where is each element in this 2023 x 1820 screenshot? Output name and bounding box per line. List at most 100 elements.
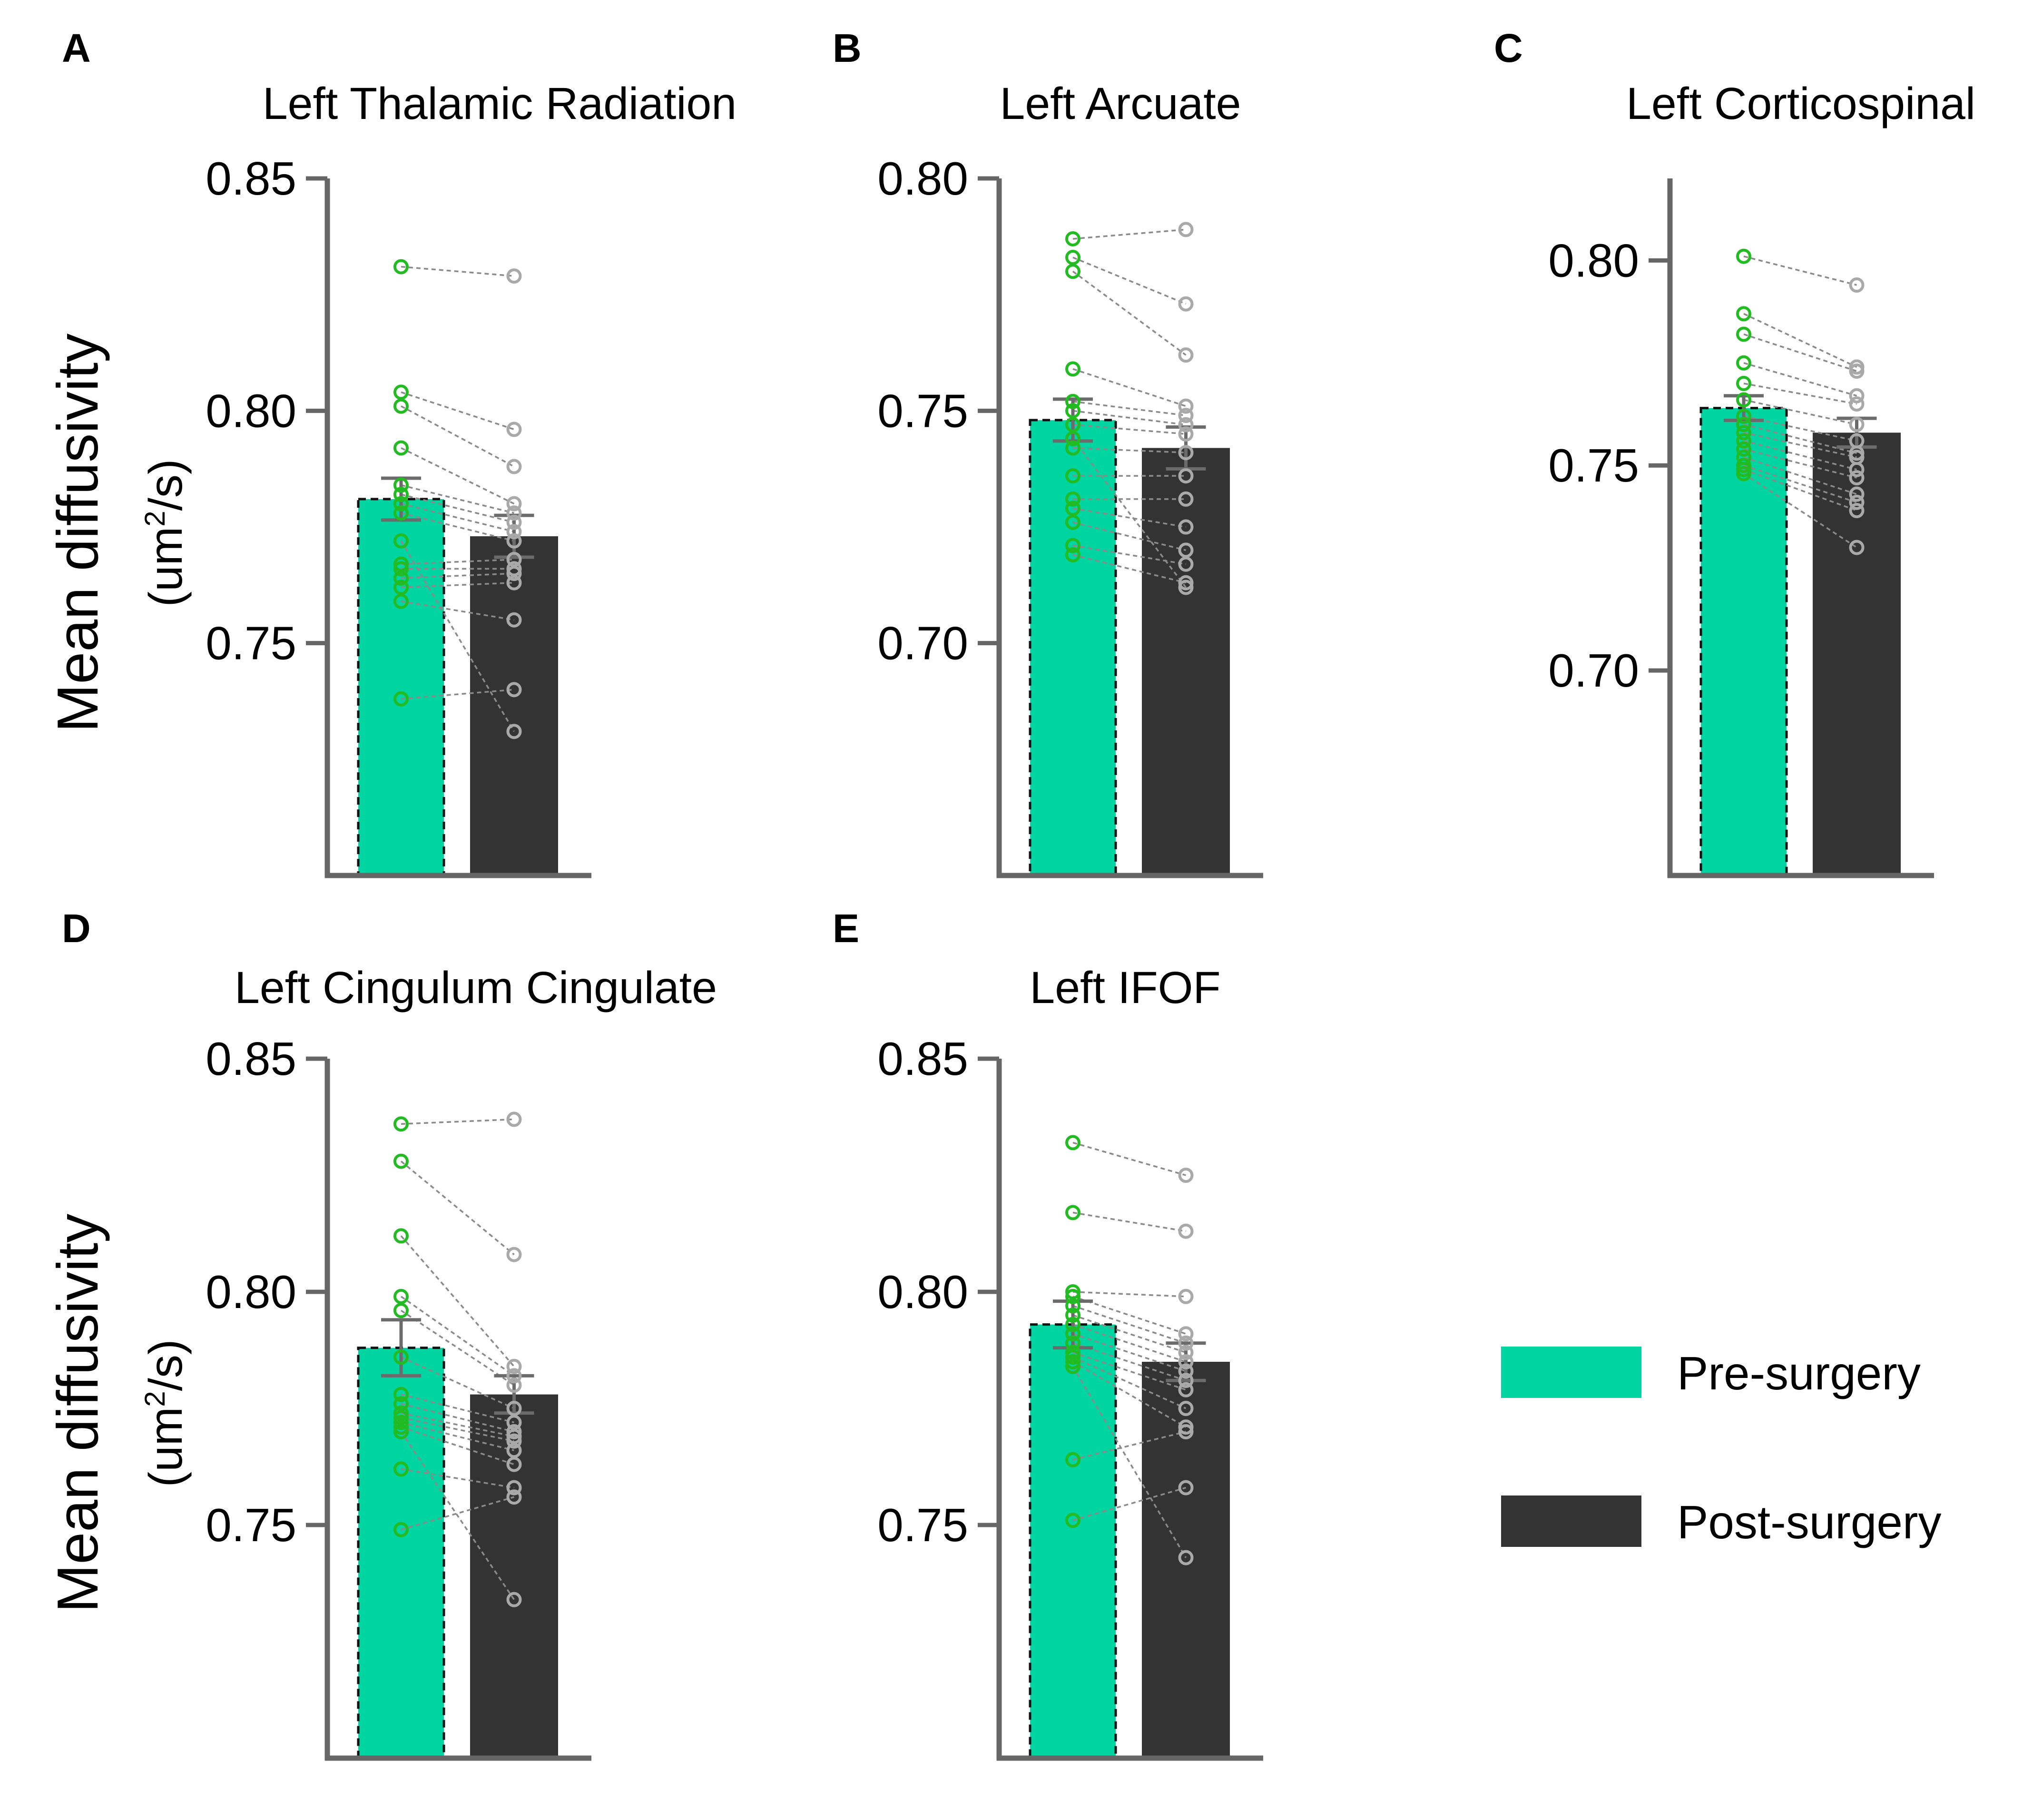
y-tick-label: 0.75	[206, 617, 296, 669]
point-pre-surgery	[393, 1349, 409, 1365]
point-pre-surgery	[1736, 375, 1751, 391]
pair-line	[1072, 1314, 1187, 1354]
point-post-surgery	[1178, 580, 1194, 595]
legend: Pre-surgery Post-surgery	[1501, 1347, 1942, 1548]
pair-line	[1072, 423, 1186, 435]
point-pre-surgery	[393, 580, 409, 595]
point-pre-surgery	[1065, 1345, 1080, 1360]
pair-line	[401, 405, 515, 468]
point-pre-surgery	[1065, 1205, 1080, 1220]
pair-line	[1072, 228, 1186, 240]
y-tick-label: 0.85	[877, 1033, 968, 1085]
pair-line	[1072, 1323, 1187, 1363]
point-pre-surgery	[393, 1387, 409, 1402]
point-pre-surgery	[1736, 326, 1751, 342]
pair-line	[1743, 423, 1857, 454]
point-pre-surgery	[393, 487, 409, 502]
y-axis-unit-top: (um2/s)	[139, 459, 192, 607]
pair-line	[1743, 362, 1857, 397]
point-pre-surgery	[1065, 264, 1080, 279]
point-post-surgery	[1178, 1480, 1194, 1495]
panel-letter: A	[62, 26, 91, 70]
y-tick-label: 0.70	[1548, 644, 1639, 697]
point-pre-surgery	[393, 1396, 409, 1412]
bar-post-surgery	[1142, 448, 1230, 876]
point-pre-surgery	[1065, 501, 1080, 516]
point-post-surgery	[1178, 1223, 1194, 1239]
point-pre-surgery	[1736, 417, 1751, 433]
point-pre-surgery	[1736, 441, 1751, 457]
point-pre-surgery	[1065, 361, 1080, 377]
pair-line	[401, 600, 514, 621]
point-post-surgery	[1178, 1345, 1194, 1360]
pair-line	[1743, 469, 1857, 512]
panel-title: Left Cingulum Cingulate	[235, 963, 717, 1013]
point-post-surgery	[1178, 542, 1194, 558]
point-post-surgery	[506, 1456, 522, 1472]
point-pre-surgery	[1065, 1326, 1080, 1342]
point-pre-surgery	[393, 556, 409, 572]
panel-title: Left Corticospinal	[1626, 79, 1975, 129]
point-post-surgery	[506, 459, 522, 474]
bar-pre-surgery	[1029, 1323, 1117, 1760]
bar-pre-surgery	[1699, 407, 1788, 877]
point-pre-surgery	[1065, 1452, 1080, 1467]
point-pre-surgery	[1736, 306, 1751, 322]
point-pre-surgery	[1065, 417, 1080, 433]
pair-line	[1072, 544, 1186, 565]
point-pre-surgery	[1065, 1284, 1080, 1299]
point-pre-surgery	[1736, 408, 1751, 424]
point-post-surgery	[1178, 347, 1194, 363]
pair-line	[401, 266, 514, 277]
point-post-surgery	[506, 1480, 522, 1495]
panel-letter: C	[1494, 26, 1523, 70]
point-pre-surgery	[1736, 392, 1751, 408]
point-pre-surgery	[1065, 1317, 1080, 1332]
point-post-surgery	[506, 612, 522, 628]
y-tick-label: 0.80	[877, 1266, 968, 1318]
pair-line	[1072, 1366, 1187, 1558]
point-pre-surgery	[393, 561, 409, 577]
point-pre-surgery	[1065, 1308, 1080, 1323]
point-pre-surgery	[1065, 468, 1080, 484]
pair-line	[1072, 270, 1187, 356]
point-post-surgery	[506, 575, 522, 590]
y-tick-label: 0.70	[877, 617, 968, 669]
panel-d: D Left Cingulum Cingulate 0.75 0.80 0.85	[62, 906, 717, 1761]
point-post-surgery	[506, 1358, 522, 1374]
pair-line	[1072, 1351, 1187, 1391]
pair-line	[400, 1296, 515, 1377]
point-pre-surgery	[393, 496, 409, 512]
point-post-surgery	[506, 1368, 522, 1384]
point-pre-surgery	[1065, 394, 1080, 409]
point-post-surgery	[506, 1377, 522, 1393]
point-pre-surgery	[1065, 1349, 1080, 1365]
y-axis-unit-bottom: (um2/s)	[139, 1339, 192, 1487]
pair-line	[401, 493, 514, 523]
pair-line	[401, 1426, 515, 1466]
point-post-surgery	[1178, 1401, 1194, 1416]
point-pre-surgery	[1065, 1298, 1080, 1314]
point-pre-surgery	[1736, 466, 1751, 482]
point-post-surgery	[1178, 1363, 1194, 1379]
point-post-surgery	[1849, 396, 1865, 412]
point-post-surgery	[1178, 1326, 1194, 1342]
panel-e: E Left IFOF 0.75 0.80 0.85	[833, 906, 1263, 1761]
point-post-surgery	[506, 1415, 522, 1430]
point-pre-surgery	[1065, 1135, 1080, 1151]
point-pre-surgery	[393, 1405, 409, 1421]
point-post-surgery	[1178, 426, 1194, 442]
point-post-surgery	[506, 422, 522, 437]
pair-line	[401, 447, 515, 505]
point-post-surgery	[1178, 1289, 1194, 1304]
point-post-surgery	[1849, 494, 1865, 510]
y-tick-label: 0.75	[877, 1499, 968, 1551]
point-pre-surgery	[1065, 514, 1080, 530]
point-pre-surgery	[393, 384, 409, 400]
y-tick-label: 0.80	[206, 384, 296, 437]
point-post-surgery	[1178, 1354, 1194, 1369]
pair-line	[400, 1235, 515, 1367]
bar-post-surgery	[470, 1394, 558, 1758]
point-post-surgery	[506, 551, 522, 567]
point-post-surgery	[1849, 462, 1865, 477]
